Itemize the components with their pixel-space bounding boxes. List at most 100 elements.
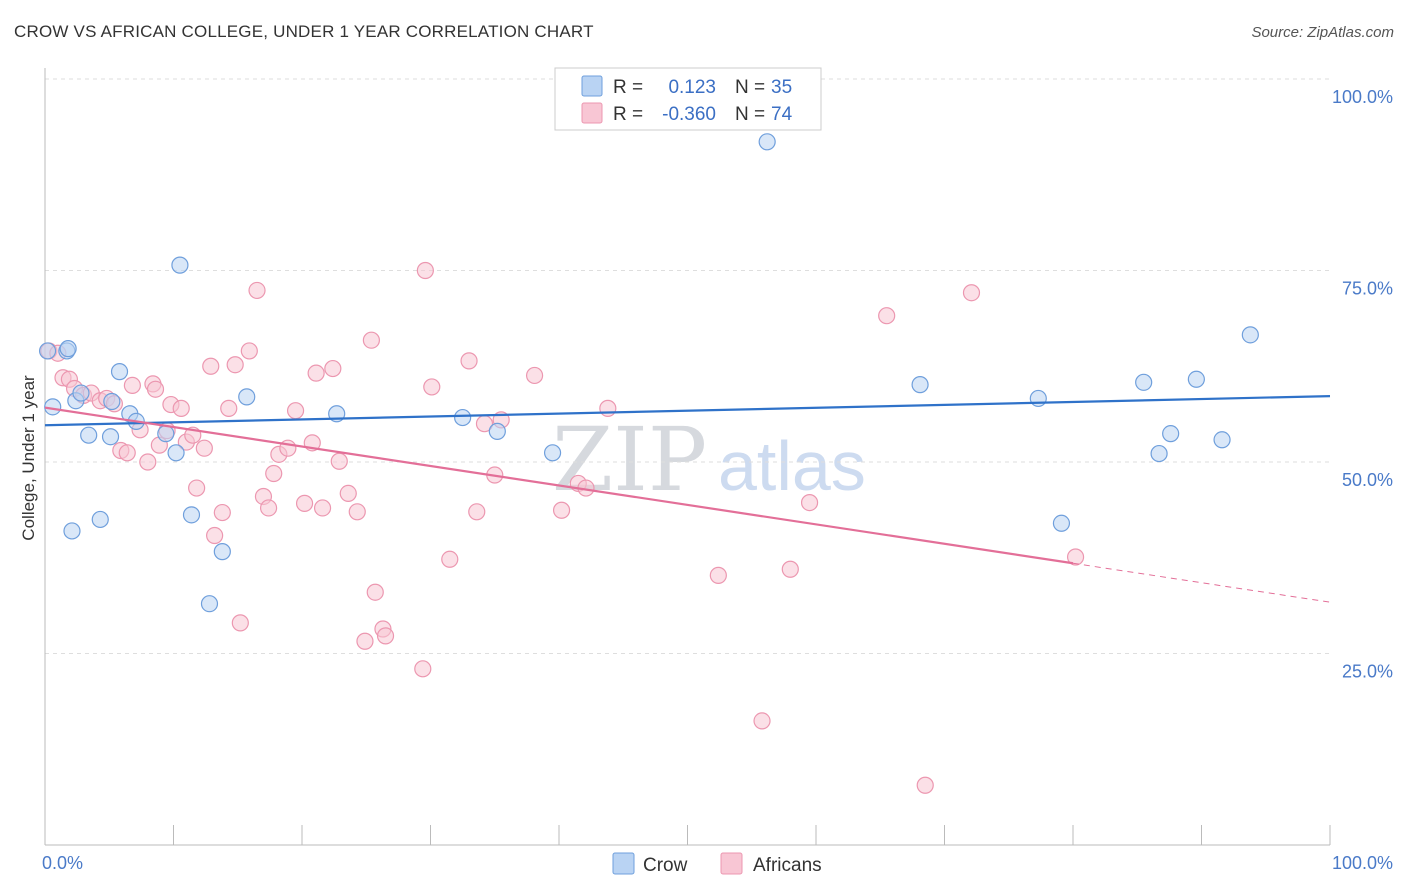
africans-point-52 xyxy=(423,378,441,396)
africans-point-47 xyxy=(362,331,380,349)
crow-point-9 xyxy=(101,428,120,446)
africans-point-22 xyxy=(188,479,206,497)
crow-point-26 xyxy=(911,376,929,394)
africans-point-51 xyxy=(416,261,434,280)
legend-africans-n-label: N = xyxy=(735,104,765,125)
crow-point-24 xyxy=(543,444,562,462)
africans-point-68 xyxy=(878,307,896,325)
crow-point-27 xyxy=(1029,389,1047,408)
africans-point-53 xyxy=(441,550,459,568)
africans-point-37 xyxy=(286,402,305,420)
crow-point-18 xyxy=(200,595,219,613)
africans-point-40 xyxy=(307,364,325,382)
africans-point-42 xyxy=(324,359,342,378)
watermark-zip: ZIP xyxy=(552,408,707,511)
legend-crow-n-value: 35 xyxy=(771,77,792,98)
crow-points xyxy=(38,133,1259,613)
y-tick-label-1: 50.0% xyxy=(1342,470,1393,490)
bottom-legend-crow: Crow xyxy=(643,855,688,876)
crow-point-10 xyxy=(103,392,121,411)
africans-point-27 xyxy=(220,399,238,417)
watermark-atlas: atlas xyxy=(718,427,866,505)
crow-point-31 xyxy=(1162,425,1180,443)
africans-point-55 xyxy=(468,503,486,521)
africans-point-46 xyxy=(356,632,374,650)
bottom-legend-africans: Africans xyxy=(753,855,822,876)
africans-point-25 xyxy=(206,526,224,545)
crow-point-8 xyxy=(91,510,109,529)
africans-point-50 xyxy=(414,660,432,678)
africans-point-29 xyxy=(231,614,249,632)
legend-africans-n-value: 74 xyxy=(771,104,793,125)
x-tick-label-1: 100.0% xyxy=(1332,853,1393,873)
crow-point-28 xyxy=(1052,514,1071,532)
africans-point-66 xyxy=(781,560,799,578)
africans-point-65 xyxy=(753,712,771,730)
crow-point-4 xyxy=(63,522,81,540)
axes xyxy=(44,68,1331,846)
crow-point-29 xyxy=(1135,373,1153,391)
crow-point-32 xyxy=(1187,370,1205,388)
africans-trend-line-dashed xyxy=(1072,562,1331,603)
crow-point-11 xyxy=(110,363,129,381)
series-legend: Crow Africans xyxy=(612,852,822,876)
africans-point-23 xyxy=(195,439,213,457)
bottom-legend-swatch-africans xyxy=(720,852,743,875)
y-tick-label-3: 100.0% xyxy=(1332,87,1393,107)
crow-point-19 xyxy=(213,543,231,561)
africans-point-12 xyxy=(123,376,141,394)
africans-points xyxy=(40,261,1085,794)
africans-point-24 xyxy=(202,357,220,375)
africans-point-71 xyxy=(1066,548,1085,566)
legend-africans-r-label: R = xyxy=(613,104,643,125)
africans-point-11 xyxy=(118,444,136,462)
x-tick-label-0: 0.0% xyxy=(42,853,83,873)
crow-point-16 xyxy=(171,256,189,274)
africans-point-48 xyxy=(366,583,384,601)
africans-point-59 xyxy=(525,366,544,385)
africans-point-14 xyxy=(139,453,157,471)
africans-point-70 xyxy=(962,284,981,302)
africans-point-67 xyxy=(800,493,819,512)
legend-swatch-africans xyxy=(581,102,603,124)
africans-point-69 xyxy=(916,776,934,794)
legend-swatch-crow xyxy=(581,75,603,97)
crow-point-30 xyxy=(1150,444,1168,463)
africans-point-31 xyxy=(248,281,266,300)
y-axis-title: College, Under 1 year xyxy=(19,375,38,541)
africans-trend-line xyxy=(44,406,1074,565)
crow-point-14 xyxy=(157,425,175,443)
africans-point-60 xyxy=(552,501,571,519)
africans-point-30 xyxy=(240,342,258,360)
crow-point-34 xyxy=(1241,326,1259,344)
crow-point-1 xyxy=(44,398,62,416)
africans-point-64 xyxy=(709,566,727,584)
crow-point-0 xyxy=(38,342,57,360)
africans-point-44 xyxy=(339,484,357,503)
y-tick-labels: 25.0% 50.0% 75.0% 100.0% xyxy=(1332,87,1393,682)
y-tick-label-2: 75.0% xyxy=(1342,279,1393,299)
y-tick-label-0: 25.0% xyxy=(1342,662,1393,682)
crow-point-17 xyxy=(182,506,201,524)
crow-point-3 xyxy=(59,340,77,358)
africans-point-45 xyxy=(348,503,366,521)
africans-point-19 xyxy=(172,399,190,417)
africans-point-34 xyxy=(265,464,283,483)
crow-point-22 xyxy=(454,408,472,427)
africans-point-54 xyxy=(460,352,478,370)
legend-crow-r-label: R = xyxy=(613,77,643,98)
africans-point-43 xyxy=(330,452,348,470)
source-label: Source: ZipAtlas.com xyxy=(1251,24,1394,41)
crow-trend-line xyxy=(44,395,1331,427)
crow-point-7 xyxy=(80,426,98,444)
africans-point-33 xyxy=(259,499,278,517)
correlation-legend: R = 0.123 N = 35 R = -0.360 N = 74 xyxy=(554,67,822,131)
legend-crow-n-label: N = xyxy=(735,77,765,98)
crow-point-25 xyxy=(758,133,776,151)
x-tick-labels: 0.0% 100.0% xyxy=(42,853,1393,873)
crow-point-33 xyxy=(1213,431,1231,449)
africans-point-63 xyxy=(599,399,617,417)
africans-point-41 xyxy=(313,499,332,517)
africans-point-72 xyxy=(376,627,395,645)
